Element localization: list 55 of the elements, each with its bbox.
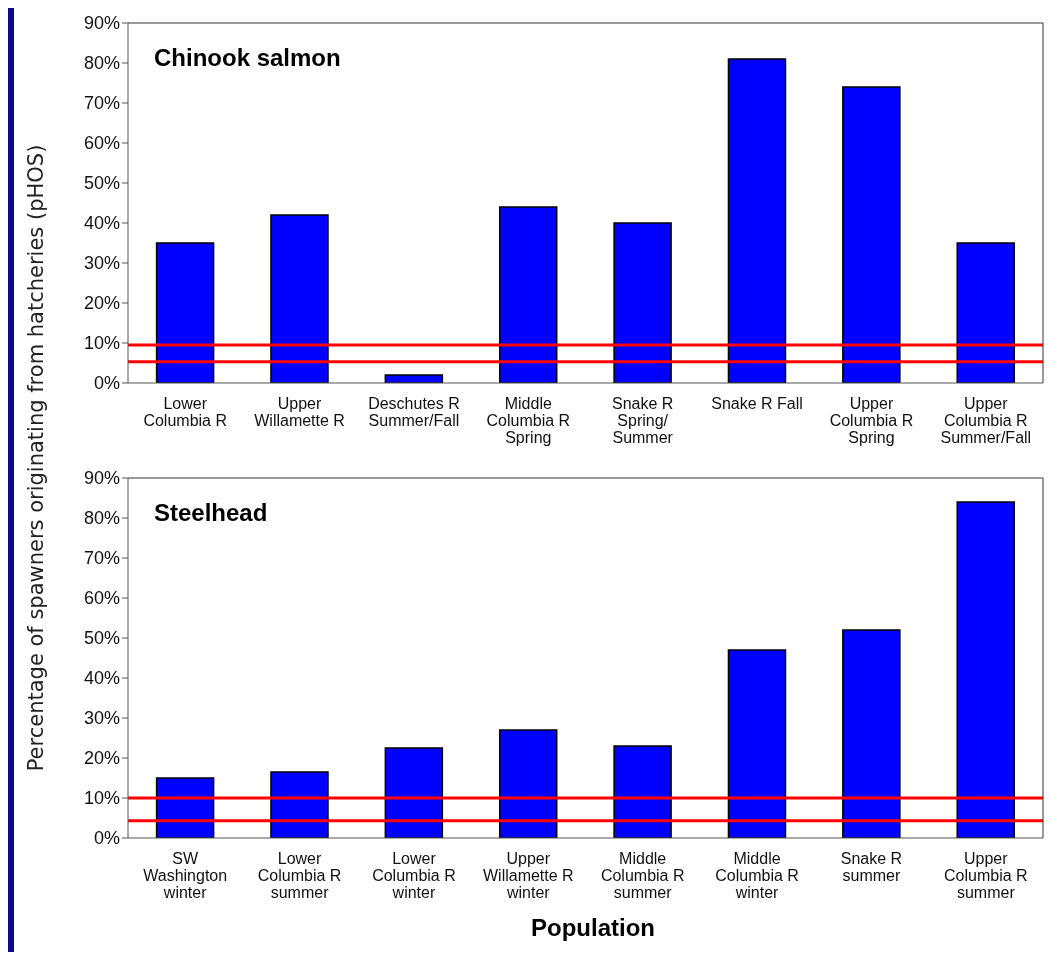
y-tick-label: 10% [83,333,120,354]
text: Chinook salmon [154,44,341,72]
x-tick-label: Upper Columbia R Spring [829,395,914,446]
bar [956,242,1015,383]
x-tick-label: Lower Columbia R summer [257,850,342,901]
bar [842,629,901,838]
x-tick-label: Upper Willamette R winter [482,850,574,901]
y-tick-label: 80% [83,508,120,529]
y-tick-label: 0% [93,828,120,849]
y-tick-label: 20% [83,293,120,314]
y-tick-label: 50% [83,628,120,649]
bar [384,747,444,838]
x-tick-label: Upper Columbia R summer [944,850,1028,901]
bar [270,214,329,383]
y-tick-label: 90% [83,13,120,34]
bar [727,649,787,838]
y-tick-label: 80% [83,53,120,74]
y-tick-label: 60% [83,588,120,609]
y-tick-label: 30% [83,708,120,729]
bar [498,729,558,838]
y-tick-label: 50% [83,173,120,194]
x-axis-title: Population [530,914,656,942]
y-tick-label: 20% [83,748,120,769]
y-tick-label: 90% [83,468,120,489]
bar [498,206,558,383]
text: Steelhead [154,499,268,527]
x-tick-label: Snake R Spring/ Summer [612,395,674,446]
x-tick-label: Lower Columbia R [143,395,227,430]
x-tick-label: Upper Willamette R [254,395,345,430]
bar [613,745,672,838]
x-tick-label: Middle Columbia R summer [600,850,685,901]
y-tick-label: 30% [83,253,120,274]
y-tick-label: 40% [83,213,120,234]
x-tick-label: Deschutes R Summer/Fall [368,395,460,430]
y-tick-label: 70% [83,548,120,569]
bar [727,58,787,383]
bar [270,771,329,838]
y-tick-label: 10% [83,788,120,809]
x-tick-label: Snake R summer [840,850,903,885]
bar [155,242,215,383]
bar [842,86,901,383]
y-axis-title: Percentage of spawners originating from hatcheries (pHOS) [24,144,48,772]
y-tick-label: 70% [83,93,120,114]
x-tick-label: SW Washington winter [143,850,228,901]
bar [384,374,444,383]
x-tick-label: Upper Columbia R Summer/Fall [940,395,1032,446]
bar [956,501,1015,838]
bar [613,222,672,383]
y-tick-label: 40% [83,668,120,689]
x-tick-label: Middle Columbia R winter [715,850,799,901]
x-tick-label: Middle Columbia R Spring [486,395,571,446]
y-tick-label: 60% [83,133,120,154]
x-tick-label: Snake R Fall [711,395,803,413]
x-tick-label: Lower Columbia R winter [372,850,456,901]
y-tick-label: 0% [93,373,120,394]
